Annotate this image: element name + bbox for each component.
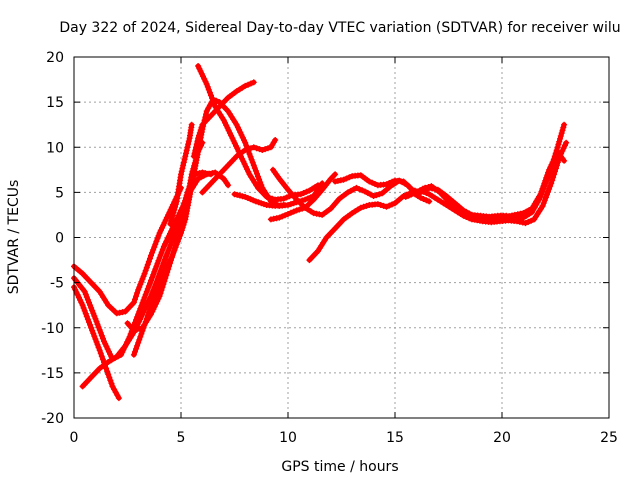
grid [74, 57, 609, 418]
series-track-13 [267, 171, 339, 223]
series-markers [267, 171, 339, 223]
x-tick-label: 25 [600, 430, 618, 446]
y-axis-label: SDTVAR / TECUs [6, 180, 22, 295]
chart-title: Day 322 of 2024, Sidereal Day-to-day VTE… [59, 20, 620, 36]
y-tick-label: 15 [46, 95, 64, 111]
series-markers [417, 148, 568, 224]
series-markers [190, 79, 257, 160]
series-layer [71, 63, 570, 402]
x-tick-label: 0 [70, 430, 79, 446]
y-tick-label: 20 [46, 50, 64, 66]
x-axis-label: GPS time / hours [281, 459, 398, 475]
series-track-14 [306, 189, 433, 264]
y-tick-label: -10 [41, 321, 64, 337]
x-tick-label: 15 [386, 430, 404, 446]
series-track-17 [417, 148, 568, 224]
series-markers [306, 189, 433, 264]
series-track-9 [190, 79, 257, 160]
y-tick-label: 10 [46, 140, 64, 156]
series-track-1 [71, 184, 184, 317]
series-track-3 [71, 284, 122, 402]
series-track-11 [231, 191, 287, 209]
series-trace [71, 170, 231, 362]
series-track-10 [199, 137, 279, 196]
axis-ticks: 0 5 10 15 20 25 -20 -15 -10 -5 0 5 10 15 20 [41, 50, 618, 446]
x-tick-label: 10 [279, 430, 297, 446]
series-markers [167, 121, 195, 227]
series-markers [199, 137, 279, 196]
series-markers [195, 63, 321, 203]
y-tick-label: -20 [41, 411, 64, 427]
x-tick-label: 5 [177, 430, 186, 446]
y-tick-label: -5 [50, 276, 64, 292]
series-track-7 [167, 121, 195, 227]
x-tick-label: 20 [493, 430, 511, 446]
y-tick-label: 0 [55, 231, 64, 247]
y-tick-label: -15 [41, 366, 64, 382]
series-markers [231, 191, 287, 209]
series-trace [125, 140, 205, 333]
y-tick-label: 5 [55, 185, 64, 201]
